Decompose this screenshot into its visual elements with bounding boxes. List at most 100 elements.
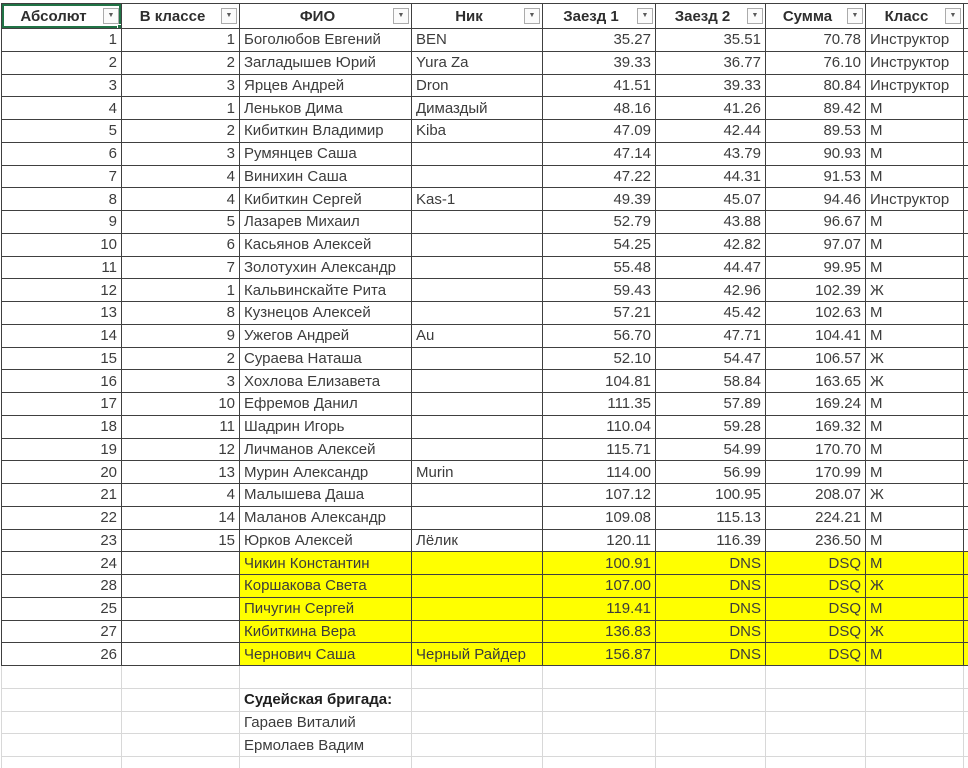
- cell-r1[interactable]: 47.22: [542, 164, 656, 189]
- cell-nick[interactable]: Dron: [411, 73, 543, 98]
- empty-cell[interactable]: [542, 665, 656, 689]
- cell-sum[interactable]: 76.10: [765, 50, 866, 75]
- cell-r1[interactable]: 100.91: [542, 551, 656, 575]
- column-header-race1[interactable]: Заезд 1 ▼: [542, 3, 656, 29]
- cell-sum[interactable]: 170.70: [765, 437, 866, 462]
- column-header-sum[interactable]: Сумма ▼: [765, 3, 866, 29]
- cell-cls[interactable]: М: [865, 96, 964, 120]
- cell-cls[interactable]: М: [865, 164, 964, 189]
- cell-sum[interactable]: 70.78: [765, 28, 866, 52]
- empty-cell[interactable]: [865, 687, 964, 712]
- cell-r1[interactable]: 49.39: [542, 187, 656, 211]
- cell-name[interactable]: Кибиткин Владимир: [239, 119, 412, 143]
- cell-nick[interactable]: [411, 210, 543, 234]
- cell-in_class[interactable]: 1: [121, 278, 240, 302]
- filter-dropdown-button[interactable]: ▼: [393, 8, 409, 24]
- cell-cls[interactable]: Инструктор: [865, 73, 964, 98]
- cell-cls[interactable]: Ж: [865, 619, 964, 644]
- cell-in_class[interactable]: 13: [121, 460, 240, 484]
- cell-r1[interactable]: 120.11: [542, 528, 656, 553]
- column-header-fio[interactable]: ФИО ▼: [239, 3, 412, 29]
- empty-cell[interactable]: [1, 710, 122, 735]
- cell-in_class[interactable]: 12: [121, 437, 240, 462]
- cell-sum[interactable]: 102.63: [765, 301, 866, 325]
- cell-abs[interactable]: 24: [1, 551, 122, 575]
- cell-r1[interactable]: 48.16: [542, 96, 656, 120]
- empty-cell[interactable]: [411, 710, 543, 735]
- cell-abs[interactable]: 6: [1, 141, 122, 166]
- cell-in_class[interactable]: 2: [121, 119, 240, 143]
- cell-sum[interactable]: 89.42: [765, 96, 866, 120]
- cell-abs[interactable]: 27: [1, 619, 122, 644]
- cell-name[interactable]: Хохлова Елизавета: [239, 369, 412, 393]
- cell-cls[interactable]: М: [865, 232, 964, 257]
- cell-in_class[interactable]: 1: [121, 96, 240, 120]
- cell-in_class[interactable]: [121, 574, 240, 598]
- cell-cls[interactable]: М: [865, 460, 964, 484]
- cell-nick[interactable]: [411, 619, 543, 644]
- empty-cell[interactable]: [865, 665, 964, 689]
- cell-nick[interactable]: Димаздый: [411, 96, 543, 120]
- cell-name[interactable]: Золотухин Александр: [239, 255, 412, 280]
- cell-r2[interactable]: 43.79: [655, 141, 766, 166]
- cell-r1[interactable]: 54.25: [542, 232, 656, 257]
- cell-sum[interactable]: DSQ: [765, 642, 866, 666]
- cell-in_class[interactable]: 2: [121, 346, 240, 371]
- cell-r1[interactable]: 55.48: [542, 255, 656, 280]
- empty-cell[interactable]: [865, 756, 964, 768]
- cell-name[interactable]: Шадрин Игорь: [239, 414, 412, 439]
- cell-r2[interactable]: 59.28: [655, 414, 766, 439]
- empty-cell[interactable]: [655, 710, 766, 735]
- cell-name[interactable]: Ужегов Андрей: [239, 323, 412, 348]
- cell-cls[interactable]: М: [865, 392, 964, 416]
- cell-sum[interactable]: DSQ: [765, 596, 866, 621]
- cell-in_class[interactable]: 11: [121, 414, 240, 439]
- cell-r2[interactable]: 54.47: [655, 346, 766, 371]
- cell-nick[interactable]: [411, 574, 543, 598]
- cell-nick[interactable]: [411, 551, 543, 575]
- cell-name[interactable]: Кальвинскайте Рита: [239, 278, 412, 302]
- cell-sum[interactable]: 89.53: [765, 119, 866, 143]
- cell-name[interactable]: Кибиткина Вера: [239, 619, 412, 644]
- cell-in_class[interactable]: 5: [121, 210, 240, 234]
- empty-cell[interactable]: [121, 665, 240, 689]
- empty-cell[interactable]: [542, 687, 656, 712]
- cell-in_class[interactable]: 9: [121, 323, 240, 348]
- empty-cell[interactable]: [865, 710, 964, 735]
- cell-abs[interactable]: 23: [1, 528, 122, 553]
- cell-r2[interactable]: 35.51: [655, 28, 766, 52]
- cell-cls[interactable]: М: [865, 301, 964, 325]
- cell-name[interactable]: Кибиткин Сергей: [239, 187, 412, 211]
- column-header-in-class[interactable]: В классе ▼: [121, 3, 240, 29]
- column-header-nick[interactable]: Ник ▼: [411, 3, 543, 29]
- empty-cell[interactable]: [1, 665, 122, 689]
- cell-cls[interactable]: М: [865, 528, 964, 553]
- cell-sum[interactable]: 170.99: [765, 460, 866, 484]
- cell-sum[interactable]: 169.24: [765, 392, 866, 416]
- cell-nick[interactable]: Kiba: [411, 119, 543, 143]
- empty-cell[interactable]: [411, 687, 543, 712]
- cell-nick[interactable]: Au: [411, 323, 543, 348]
- cell-sum[interactable]: 169.32: [765, 414, 866, 439]
- cell-r2[interactable]: DNS: [655, 574, 766, 598]
- empty-cell[interactable]: [765, 756, 866, 768]
- cell-r2[interactable]: DNS: [655, 551, 766, 575]
- cell-abs[interactable]: 19: [1, 437, 122, 462]
- cell-sum[interactable]: 208.07: [765, 483, 866, 507]
- cell-in_class[interactable]: 3: [121, 73, 240, 98]
- cell-nick[interactable]: [411, 392, 543, 416]
- cell-abs[interactable]: 7: [1, 164, 122, 189]
- cell-r1[interactable]: 110.04: [542, 414, 656, 439]
- cell-r2[interactable]: 47.71: [655, 323, 766, 348]
- cell-name[interactable]: Румянцев Саша: [239, 141, 412, 166]
- cell-abs[interactable]: 10: [1, 232, 122, 257]
- cell-name[interactable]: Боголюбов Евгений: [239, 28, 412, 52]
- cell-abs[interactable]: 17: [1, 392, 122, 416]
- cell-cls[interactable]: Ж: [865, 278, 964, 302]
- cell-cls[interactable]: М: [865, 255, 964, 280]
- cell-nick[interactable]: [411, 301, 543, 325]
- empty-cell[interactable]: [655, 733, 766, 757]
- cell-abs[interactable]: 22: [1, 505, 122, 530]
- cell-abs[interactable]: 16: [1, 369, 122, 393]
- cell-name[interactable]: Мурин Александр: [239, 460, 412, 484]
